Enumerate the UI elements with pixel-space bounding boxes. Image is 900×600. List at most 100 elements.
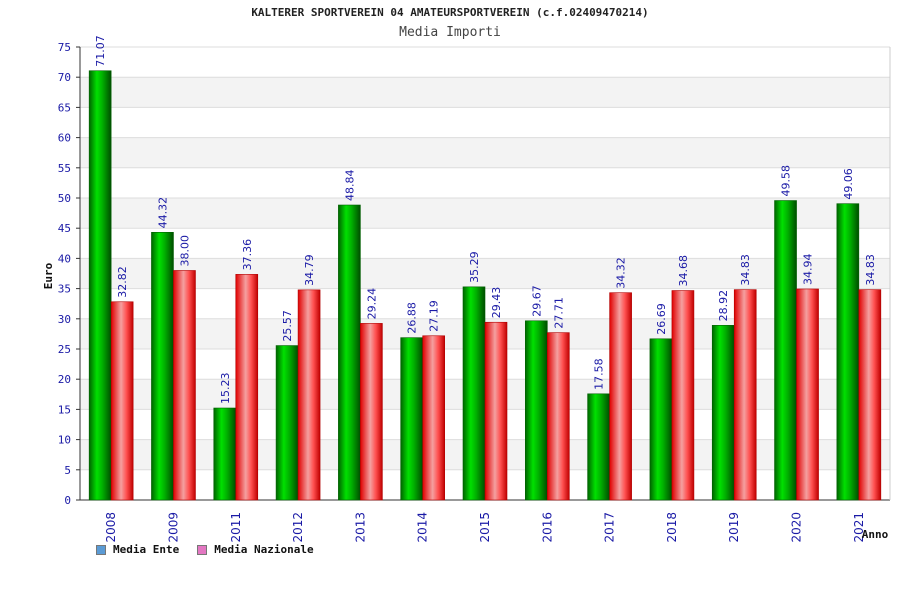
y-tick-labels: 0 5 10 15 20 25 30 35 40 45 50 55 60 65 70 75 <box>58 41 80 507</box>
bar-media-ente <box>774 200 797 501</box>
value-label-media-ente: 25.57 <box>281 310 294 342</box>
value-label-media-ente: 35.29 <box>468 251 481 283</box>
value-label-media-ente: 28.92 <box>717 290 730 322</box>
value-label-media-nazionale: 34.83 <box>864 254 877 286</box>
value-label-media-ente: 15.23 <box>219 373 232 405</box>
grid-band <box>80 137 890 168</box>
x-tick-label: 2017 <box>603 512 617 543</box>
value-label-media-ente: 48.84 <box>343 170 356 202</box>
value-label-media-ente: 29.67 <box>530 285 543 317</box>
value-label-media-nazionale: 38.00 <box>178 235 191 267</box>
x-tick-label: 2018 <box>665 512 679 543</box>
value-label-media-nazionale: 37.36 <box>241 239 254 271</box>
y-tick-label: 0 <box>64 494 71 507</box>
y-tick-label: 70 <box>58 71 71 84</box>
bar-media-ente <box>711 325 735 501</box>
x-tick-label: 2021 <box>852 512 866 543</box>
y-tick-label: 50 <box>58 192 71 205</box>
x-tick-label: 2019 <box>727 512 741 543</box>
x-tick-label: 2008 <box>104 512 118 543</box>
chart-subtitle: Media Importi <box>399 25 501 40</box>
y-tick-label: 25 <box>58 343 71 356</box>
value-label-media-nazionale: 34.83 <box>739 254 752 286</box>
y-tick-label: 20 <box>58 373 71 386</box>
bar-media-nazionale <box>609 292 632 501</box>
value-label-media-nazionale: 34.94 <box>802 253 815 285</box>
value-label-media-nazionale: 27.19 <box>428 300 441 332</box>
legend-swatch-media-nazionale <box>197 544 208 555</box>
x-tick-label: 2009 <box>166 512 180 543</box>
bar-media-ente <box>836 203 860 501</box>
bar-media-ente <box>88 70 112 501</box>
x-tick-label: 2015 <box>478 512 492 543</box>
grid-band <box>80 258 890 289</box>
y-axis-label: Euro <box>42 262 55 289</box>
bar-media-ente <box>462 286 486 501</box>
legend-swatch-media-ente <box>96 544 106 555</box>
y-tick-label: 5 <box>64 464 71 477</box>
bars <box>88 70 882 501</box>
x-tick-label: 2012 <box>291 512 305 543</box>
x-tick-label: 2013 <box>353 512 367 543</box>
bar-media-nazionale <box>297 289 321 501</box>
legend-label-media-ente: Media Ente <box>113 543 180 556</box>
x-tick-label: 2016 <box>540 512 554 543</box>
legend-item-media-nazionale: Media Nazionale <box>197 543 314 556</box>
value-label-media-nazionale: 34.79 <box>303 254 316 286</box>
grid-band <box>80 77 890 108</box>
chart-title: KALTERER SPORTVEREIN 04 AMATEURSPORTVERE… <box>251 6 649 19</box>
value-label-media-ente: 26.88 <box>406 302 419 334</box>
bar-media-nazionale <box>173 270 196 501</box>
value-label-media-nazionale: 34.32 <box>615 257 628 289</box>
y-tick-label: 65 <box>58 101 71 114</box>
bar-media-ente <box>525 320 548 501</box>
bar-media-nazionale <box>110 301 134 501</box>
y-tick-label: 15 <box>58 403 71 416</box>
bar-media-ente <box>275 345 299 501</box>
x-axis-label: Anno <box>862 528 889 541</box>
bar-media-ente <box>338 204 361 501</box>
y-tick-label: 45 <box>58 222 71 235</box>
grid-band <box>80 198 890 229</box>
bar-media-nazionale <box>235 274 259 501</box>
value-labels: 71.07 32.82 44.32 38.00 15.23 37.36 25.57 34.79… <box>94 35 877 404</box>
bar-media-ente <box>213 407 237 501</box>
y-tick-label: 40 <box>58 252 71 265</box>
x-tick-labels: 2008 2009 2011 2012 2013 2014 2015 2016 2017 2018… <box>104 512 866 543</box>
bar-media-nazionale <box>484 321 508 501</box>
y-tick-label: 10 <box>58 434 71 447</box>
value-label-media-ente: 17.58 <box>593 358 606 390</box>
bar-media-nazionale <box>858 289 882 501</box>
value-label-media-ente: 49.06 <box>842 168 855 200</box>
bar-media-nazionale <box>360 323 383 501</box>
bar-media-nazionale <box>733 289 757 501</box>
bar-media-nazionale <box>796 288 819 501</box>
y-tick-label: 30 <box>58 313 71 326</box>
bar-media-nazionale <box>671 290 695 501</box>
bar-media-ente <box>587 393 610 501</box>
value-label-media-nazionale: 29.24 <box>365 288 378 320</box>
value-label-media-nazionale: 27.71 <box>552 297 565 329</box>
value-label-media-nazionale: 34.68 <box>677 255 690 287</box>
value-label-media-ente: 44.32 <box>156 197 169 229</box>
value-label-media-nazionale: 32.82 <box>116 266 129 298</box>
bar-media-ente <box>151 232 174 501</box>
value-label-media-ente: 26.69 <box>655 303 668 335</box>
y-tick-label: 75 <box>58 41 71 54</box>
value-label-media-nazionale: 29.43 <box>490 287 503 319</box>
bar-media-nazionale <box>547 332 570 501</box>
legend-label-media-nazionale: Media Nazionale <box>214 543 314 556</box>
value-label-media-ente: 71.07 <box>94 35 107 66</box>
y-tick-label: 55 <box>58 162 71 175</box>
legend-item-media-ente: Media Ente <box>96 543 179 556</box>
y-tick-label: 35 <box>58 283 71 296</box>
y-tick-label: 60 <box>58 132 71 145</box>
x-tick-label: 2014 <box>416 512 430 543</box>
x-tick-label: 2011 <box>229 512 243 543</box>
bar-media-ente <box>649 338 673 501</box>
value-label-media-ente: 49.58 <box>780 165 793 197</box>
bar-media-ente <box>400 337 423 501</box>
bar-media-nazionale <box>422 335 445 501</box>
legend: Media Ente Media Nazionale <box>96 543 314 556</box>
